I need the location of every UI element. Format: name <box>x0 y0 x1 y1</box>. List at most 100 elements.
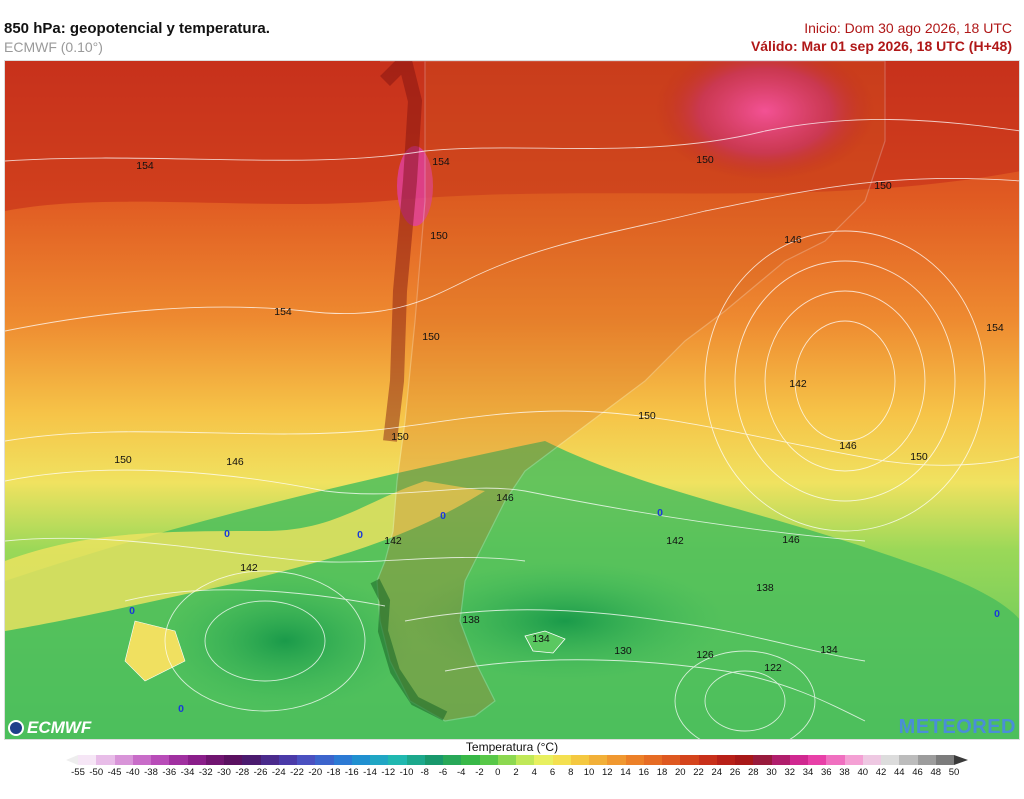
legend-swatch <box>899 755 918 765</box>
legend-tick-label: 12 <box>601 767 613 778</box>
map-canvas: 154 154 154 154 150 150 150 150 150 150 … <box>5 61 1019 739</box>
legend-tick-label: -50 <box>89 767 104 778</box>
zero-isotherm-label: 0 <box>657 507 663 519</box>
legend-tick-label: 10 <box>583 767 595 778</box>
legend-swatch <box>625 755 644 765</box>
legend-swatch <box>351 755 370 765</box>
legend-swatch <box>570 755 589 765</box>
legend-tick-label: 48 <box>930 767 942 778</box>
legend-swatch <box>753 755 772 765</box>
legend-swatch <box>461 755 480 765</box>
legend-swatch <box>698 755 717 765</box>
temperature-colorbar <box>78 755 954 765</box>
contour-label: 150 <box>696 154 714 166</box>
init-time: Inicio: Dom 30 ago 2026, 18 UTC <box>804 20 1012 36</box>
legend-swatch <box>169 755 188 765</box>
contour-label: 150 <box>391 431 409 443</box>
contour-label: 146 <box>782 534 800 546</box>
legend-swatch <box>205 755 224 765</box>
contour-label: 142 <box>240 562 258 574</box>
legend-swatch <box>151 755 170 765</box>
contour-label: 146 <box>496 492 514 504</box>
legend-tick-label: 8 <box>568 767 574 778</box>
legend-swatch <box>260 755 279 765</box>
legend-tick-label: -22 <box>290 767 304 778</box>
contour-label: 150 <box>638 410 656 422</box>
legend-swatch <box>388 755 407 765</box>
legend-swatch <box>935 755 954 765</box>
legend-swatch <box>917 755 936 765</box>
legend-swatch <box>826 755 845 765</box>
legend-ticks: -55 -50 -45 -40 -38 -36 -34 -32 -30 -28 -26 -24 -22-… <box>70 767 970 781</box>
ecmwf-logo-icon <box>8 720 24 736</box>
legend-tick-label: -45 <box>107 767 122 778</box>
contour-label: 138 <box>462 614 480 626</box>
legend-swatch <box>716 755 735 765</box>
header-right: Inicio: Dom 30 ago 2026, 18 UTC Válido: … <box>751 20 1012 55</box>
legend-swatch <box>881 755 900 765</box>
legend-swatch <box>789 755 808 765</box>
legend-swatch <box>370 755 389 765</box>
legend-tick-label: -28 <box>235 767 250 778</box>
legend-tick-label: 42 <box>875 767 887 778</box>
legend-tick-label: 20 <box>674 767 686 778</box>
map-title: 850 hPa: geopotencial y temperatura. <box>4 20 270 37</box>
legend-tick-label: 16 <box>638 767 650 778</box>
contour-label: 154 <box>432 156 450 168</box>
legend-swatch <box>516 755 535 765</box>
legend-tick-label: 30 <box>766 767 777 778</box>
zero-isotherm-label: 0 <box>440 510 446 522</box>
legend-arrow-left <box>66 755 78 765</box>
legend-swatch <box>643 755 662 765</box>
zero-isotherm-label: 0 <box>178 703 184 715</box>
legend-tick-label: -38 <box>144 767 158 778</box>
legend-tick-label: 44 <box>893 767 905 778</box>
contour-label: 150 <box>422 331 440 343</box>
legend-swatch <box>242 755 261 765</box>
legend-arrow-right <box>954 755 968 765</box>
ecmwf-logo-text: ECMWF <box>27 718 92 737</box>
legend-tick-label: -26 <box>253 767 268 778</box>
zero-isotherm-label: 0 <box>994 608 1000 620</box>
legend-tick-label: -14 <box>363 767 377 778</box>
contour-label: 134 <box>532 633 550 645</box>
legend-tick-label: 18 <box>656 767 668 778</box>
contour-label: 126 <box>696 649 714 661</box>
legend-swatch <box>333 755 352 765</box>
forecast-map[interactable]: 154 154 154 154 150 150 150 150 150 150 … <box>4 60 1020 740</box>
contour-label: 134 <box>820 644 838 656</box>
legend-swatch <box>132 755 151 765</box>
legend-tick-label: 2 <box>513 767 519 778</box>
legend-swatch <box>552 755 571 765</box>
contour-label: 146 <box>839 440 857 452</box>
legend-tick-label: -30 <box>217 767 231 778</box>
legend-swatch <box>680 755 699 765</box>
legend-tick-label: 26 <box>729 767 741 778</box>
legend-swatch <box>114 755 133 765</box>
header-left: 850 hPa: geopotencial y temperatura. ECM… <box>4 20 270 56</box>
contour-label: 122 <box>764 662 782 674</box>
legend-swatch <box>424 755 443 765</box>
zero-isotherm-label: 0 <box>224 528 230 540</box>
legend-swatch <box>479 755 498 765</box>
legend-tick-label: 36 <box>820 767 832 778</box>
contour-label: 154 <box>274 306 292 318</box>
legend-tick-label: -2 <box>475 767 484 778</box>
legend-tick-label: 6 <box>549 767 556 778</box>
legend-tick-label: 32 <box>784 767 796 778</box>
legend-tick-label: -4 <box>457 767 466 778</box>
legend-tick-label: -36 <box>162 767 177 778</box>
contour-label: 146 <box>226 456 244 468</box>
legend-swatch <box>443 755 462 765</box>
legend-swatch <box>224 755 243 765</box>
legend-swatch <box>662 755 681 765</box>
legend-swatch <box>862 755 881 765</box>
contour-label: 154 <box>136 160 154 172</box>
contour-label: 150 <box>114 454 132 466</box>
legend-tick-label: -24 <box>271 767 286 778</box>
legend-swatch <box>534 755 553 765</box>
contour-label: 138 <box>756 582 774 594</box>
contour-label: 142 <box>789 378 807 390</box>
legend-tick-label: 22 <box>693 767 704 778</box>
legend-tick-label: 14 <box>620 767 631 778</box>
